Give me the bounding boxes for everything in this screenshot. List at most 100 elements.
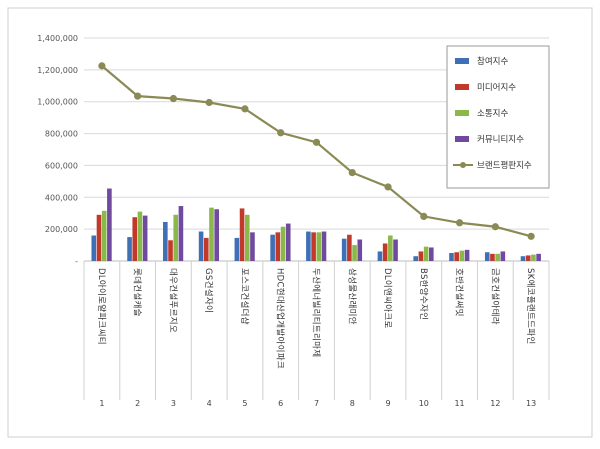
bar <box>142 215 148 261</box>
x-number-label: 7 <box>314 399 319 408</box>
bar <box>531 254 536 261</box>
bar <box>209 207 214 261</box>
x-category-label: DL아이로얄파크씨티 <box>96 268 107 345</box>
bar <box>244 214 250 261</box>
bar <box>91 235 97 261</box>
bar <box>520 256 526 261</box>
x-category-label: 금호건설아테라 <box>489 268 500 325</box>
bar <box>382 243 388 261</box>
line-point <box>312 138 321 146</box>
legend-swatch <box>455 58 469 64</box>
x-number-label: 3 <box>171 399 176 408</box>
y-tick-label: 1,200,000 <box>37 66 78 75</box>
bar <box>454 252 459 261</box>
bar <box>413 256 419 261</box>
bar <box>101 210 107 261</box>
bar <box>168 240 173 261</box>
bar <box>500 251 506 261</box>
line-point <box>384 183 392 191</box>
line-point <box>134 92 142 100</box>
bar <box>306 231 311 261</box>
legend-label: 커뮤니티지수 <box>477 134 524 145</box>
bar <box>352 245 357 261</box>
line-point <box>241 105 249 113</box>
legend-label: 브랜드평판지수 <box>477 160 532 171</box>
bar <box>173 214 179 261</box>
bar <box>484 252 490 261</box>
y-tick-label: 200,000 <box>45 225 78 234</box>
line-point <box>491 223 499 231</box>
y-tick-label: 400,000 <box>45 193 78 202</box>
line-point <box>348 168 356 177</box>
bar <box>275 232 281 261</box>
bar <box>137 211 143 261</box>
bar <box>198 231 204 261</box>
bar <box>423 246 429 261</box>
legend-swatch <box>455 136 469 142</box>
legend-marker <box>460 162 466 168</box>
x-number-label: 4 <box>207 399 212 408</box>
line-point <box>277 129 285 137</box>
bar <box>250 232 255 261</box>
x-category-label: HDC현대산업개발아이파크 <box>275 268 286 369</box>
bar <box>388 235 393 261</box>
bar <box>490 253 495 261</box>
legend-label: 미디어지수 <box>477 82 516 93</box>
line-point <box>455 219 464 227</box>
bar <box>280 226 286 261</box>
y-tick-label: 1,000,000 <box>37 98 78 107</box>
bar <box>234 237 240 261</box>
bar <box>214 209 219 261</box>
bar <box>239 208 245 261</box>
x-category-label: 포스코건설더샵 <box>239 268 250 325</box>
legend-label: 소통지수 <box>477 109 508 119</box>
bar <box>96 214 102 261</box>
x-number-label: 12 <box>490 399 500 408</box>
x-number-label: 6 <box>278 399 283 408</box>
y-tick-label: 800,000 <box>45 130 78 139</box>
x-category-label: DL이앤씨아크로 <box>382 268 393 329</box>
x-category-label: 두산에너빌리티트리마제 <box>311 268 322 357</box>
bar <box>285 223 291 261</box>
bar <box>132 217 138 261</box>
bar <box>341 238 347 261</box>
x-category-label: 대우건설푸르지오 <box>167 268 178 333</box>
bar <box>495 253 500 261</box>
legend-label: 참여지수 <box>477 56 508 67</box>
bar <box>418 251 424 261</box>
x-category-label: 호반건설써밋 <box>454 268 465 317</box>
bar <box>321 231 327 261</box>
x-number-label: 5 <box>242 399 247 408</box>
bar <box>316 232 322 261</box>
x-category-label: SK에코플랜트드파인 <box>525 268 536 345</box>
bar <box>107 188 112 261</box>
bar <box>393 239 398 261</box>
bar <box>459 250 465 261</box>
line-point <box>98 62 106 70</box>
line-point <box>527 232 535 240</box>
bar <box>464 249 470 261</box>
x-number-label: 10 <box>419 399 429 408</box>
legend-swatch <box>455 110 469 116</box>
x-number-label: 11 <box>454 399 464 408</box>
x-number-label: 13 <box>526 399 536 408</box>
bar <box>429 247 434 261</box>
x-number-label: 2 <box>135 399 140 408</box>
line-point <box>169 94 178 103</box>
y-tick-label: 1,400,000 <box>37 34 78 43</box>
bar <box>127 237 132 261</box>
bar <box>377 251 383 261</box>
bar <box>357 239 363 261</box>
bar <box>270 234 275 261</box>
bar <box>525 255 531 261</box>
bar <box>163 221 168 261</box>
bar <box>536 253 541 261</box>
legend-swatch <box>455 84 469 90</box>
bar <box>449 253 454 261</box>
bar <box>347 234 352 261</box>
x-category-label: 삼성물산래미안 <box>346 268 357 325</box>
x-number-label: 9 <box>385 399 390 408</box>
x-number-label: 8 <box>350 399 355 408</box>
